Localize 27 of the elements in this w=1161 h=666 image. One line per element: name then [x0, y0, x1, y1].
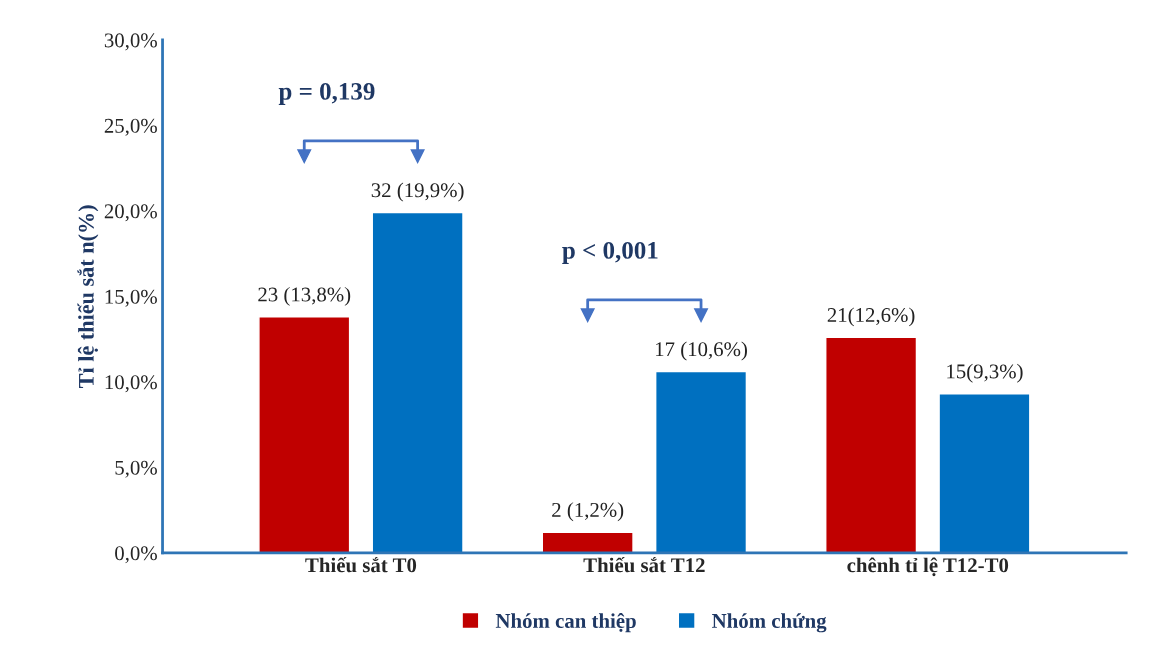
y-tick-label: 25,0%: [104, 118, 157, 136]
data-label: 15(9,3%): [947, 363, 1023, 383]
legend-label: Nhóm can thiệp: [495, 613, 636, 633]
data-label: 21(12,6%): [827, 307, 915, 327]
data-label: 17 (10,6%): [656, 341, 747, 361]
legend-label: Nhóm chứng: [712, 613, 827, 633]
bar: [654, 370, 748, 553]
y-tick-label: 20,0%: [104, 204, 157, 222]
data-label: 32 (19,9%): [371, 182, 464, 202]
data-label: 2 (1,2%): [552, 502, 624, 522]
x-tick-label: Thiếu sắt T0: [305, 556, 417, 573]
x-tick-label: chênh tỉ lệ T12-T0: [847, 557, 1009, 577]
bar: [938, 393, 1031, 553]
y-tick-label: 0,0%: [115, 546, 157, 564]
annotation: p = 0,139: [278, 82, 375, 105]
bar: [825, 336, 918, 553]
y-axis-title: Tỉ lệ thiếu sắt n(%): [77, 205, 99, 388]
y-tick-label: 10,0%: [105, 375, 157, 393]
bar: [371, 211, 464, 553]
y-tick-label: 15,0%: [105, 289, 157, 307]
y-tick-label: 5,0%: [115, 460, 157, 478]
x-tick-label: Thiếu sắt T12: [583, 556, 705, 573]
bar: [541, 531, 634, 553]
bar: [258, 316, 351, 553]
annotation: p < 0,001: [562, 241, 658, 264]
y-tick-label: 30,0%: [104, 33, 157, 51]
data-label: 23 (13,8%): [258, 286, 351, 306]
